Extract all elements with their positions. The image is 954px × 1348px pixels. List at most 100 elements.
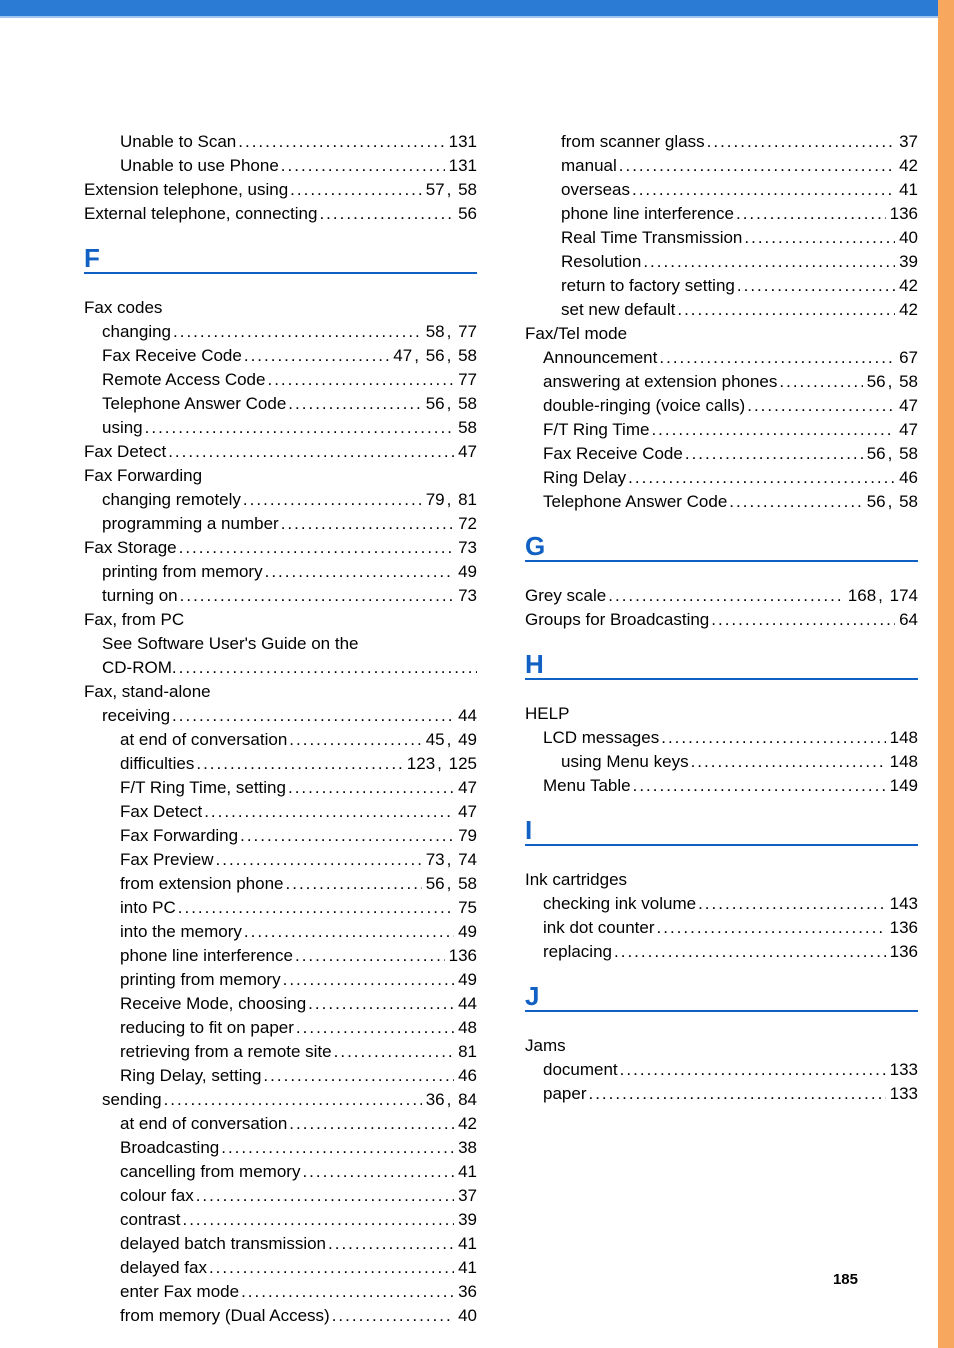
- page-ref[interactable]: 133: [890, 1084, 918, 1103]
- page-ref[interactable]: 49: [458, 922, 477, 941]
- page-ref[interactable]: 79: [458, 826, 477, 845]
- page-ref[interactable]: 56: [867, 492, 886, 511]
- page-ref[interactable]: 47: [393, 346, 412, 365]
- page-ref[interactable]: 168: [848, 586, 876, 605]
- entry-label: Telephone Answer Code: [102, 392, 286, 416]
- page-ref[interactable]: 49: [458, 730, 477, 749]
- page-ref[interactable]: 148: [890, 752, 918, 771]
- page-ref[interactable]: 56: [426, 346, 445, 365]
- page-ref[interactable]: 38: [458, 1138, 477, 1157]
- page-ref[interactable]: 40: [458, 1306, 477, 1325]
- page-ref[interactable]: 49: [458, 562, 477, 581]
- page-ref[interactable]: 57: [426, 180, 445, 199]
- index-entry: document133: [525, 1058, 918, 1082]
- page-ref[interactable]: 125: [449, 754, 477, 773]
- page-ref[interactable]: 58: [899, 492, 918, 511]
- page-ref[interactable]: 84: [458, 1090, 477, 1109]
- page-ref[interactable]: 67: [899, 348, 918, 367]
- page-ref[interactable]: 143: [890, 894, 918, 913]
- page-ref[interactable]: 47: [458, 802, 477, 821]
- entry-label: Fax Forwarding: [84, 464, 202, 488]
- page-ref[interactable]: 58: [458, 394, 477, 413]
- entry-pages: 44: [454, 992, 477, 1016]
- page-ref[interactable]: 41: [458, 1162, 477, 1181]
- entry-pages: 58, 77: [422, 320, 477, 344]
- entry-label: printing from memory: [120, 968, 281, 992]
- page-ref[interactable]: 46: [458, 1066, 477, 1085]
- page-ref[interactable]: 58: [458, 418, 477, 437]
- page-ref[interactable]: 45: [426, 730, 445, 749]
- page-ref[interactable]: 58: [458, 180, 477, 199]
- page-ref[interactable]: 58: [899, 444, 918, 463]
- page-ref[interactable]: 174: [890, 586, 918, 605]
- page-ref[interactable]: 131: [449, 132, 477, 151]
- page-ref[interactable]: 123: [407, 754, 435, 773]
- page-ref[interactable]: 56: [426, 394, 445, 413]
- page-ref[interactable]: 74: [458, 850, 477, 869]
- page-ref[interactable]: 37: [458, 1186, 477, 1205]
- page-ref[interactable]: 81: [458, 1042, 477, 1061]
- page-ref[interactable]: 47: [458, 778, 477, 797]
- entry-pages: 49: [454, 560, 477, 584]
- page-ref[interactable]: 42: [899, 156, 918, 175]
- page-ref[interactable]: 77: [458, 322, 477, 341]
- page-ref[interactable]: 56: [426, 874, 445, 893]
- page-ref[interactable]: 58: [458, 346, 477, 365]
- page-ref[interactable]: 42: [899, 300, 918, 319]
- page-ref[interactable]: 136: [890, 918, 918, 937]
- page-ref[interactable]: 79: [426, 490, 445, 509]
- page-ref[interactable]: 56: [867, 372, 886, 391]
- page-ref[interactable]: 131: [449, 156, 477, 175]
- page-ref[interactable]: 44: [458, 706, 477, 725]
- page-ref[interactable]: 39: [899, 252, 918, 271]
- index-entry: Fax Storage73: [84, 536, 477, 560]
- page-ref[interactable]: 75: [458, 898, 477, 917]
- section-letter: H: [525, 652, 918, 680]
- page-ref[interactable]: 36: [458, 1282, 477, 1301]
- page-ref[interactable]: 72: [458, 514, 477, 533]
- page-ref[interactable]: 81: [458, 490, 477, 509]
- page-ref[interactable]: 41: [458, 1258, 477, 1277]
- page-ref[interactable]: 77: [458, 370, 477, 389]
- page-ref[interactable]: 40: [899, 228, 918, 247]
- page-ref[interactable]: 58: [426, 322, 445, 341]
- page-ref[interactable]: 148: [890, 728, 918, 747]
- page-ref[interactable]: 42: [458, 1114, 477, 1133]
- page-ref[interactable]: 58: [458, 874, 477, 893]
- entry-label: from scanner glass: [561, 130, 705, 154]
- page-ref[interactable]: 41: [899, 180, 918, 199]
- page-ref[interactable]: 39: [458, 1210, 477, 1229]
- page-ref[interactable]: 73: [458, 538, 477, 557]
- index-entry: HELP: [525, 702, 918, 726]
- page-ref[interactable]: 47: [899, 420, 918, 439]
- leader-dots: [745, 394, 895, 418]
- page-ref[interactable]: 44: [458, 994, 477, 1013]
- page-ref[interactable]: 41: [458, 1234, 477, 1253]
- page-ref[interactable]: 47: [899, 396, 918, 415]
- page-ref[interactable]: 49: [458, 970, 477, 989]
- page-ref[interactable]: 149: [890, 776, 918, 795]
- leader-dots: [284, 872, 422, 896]
- page-ref[interactable]: 47: [458, 442, 477, 461]
- page-ref[interactable]: 48: [458, 1018, 477, 1037]
- page-ref[interactable]: 64: [899, 610, 918, 629]
- entry-pages: 56, 58: [863, 442, 918, 466]
- page-ref[interactable]: 46: [899, 468, 918, 487]
- page-ref[interactable]: 37: [899, 132, 918, 151]
- page-ref[interactable]: 58: [899, 372, 918, 391]
- entry-pages: 148: [886, 750, 918, 774]
- leader-dots: [171, 320, 422, 344]
- page-ref[interactable]: 42: [899, 276, 918, 295]
- page-ref[interactable]: 136: [890, 942, 918, 961]
- page-ref[interactable]: 56: [458, 204, 477, 223]
- left-column: Unable to Scan131Unable to use Phone131E…: [84, 130, 477, 1328]
- page-ref[interactable]: 136: [449, 946, 477, 965]
- page-ref[interactable]: 73: [458, 586, 477, 605]
- page-ref[interactable]: 73: [426, 850, 445, 869]
- entry-pages: 41: [454, 1160, 477, 1184]
- entry-pages: 42: [454, 1112, 477, 1136]
- page-ref[interactable]: 133: [890, 1060, 918, 1079]
- page-ref[interactable]: 36: [426, 1090, 445, 1109]
- page-ref[interactable]: 56: [867, 444, 886, 463]
- page-ref[interactable]: 136: [890, 204, 918, 223]
